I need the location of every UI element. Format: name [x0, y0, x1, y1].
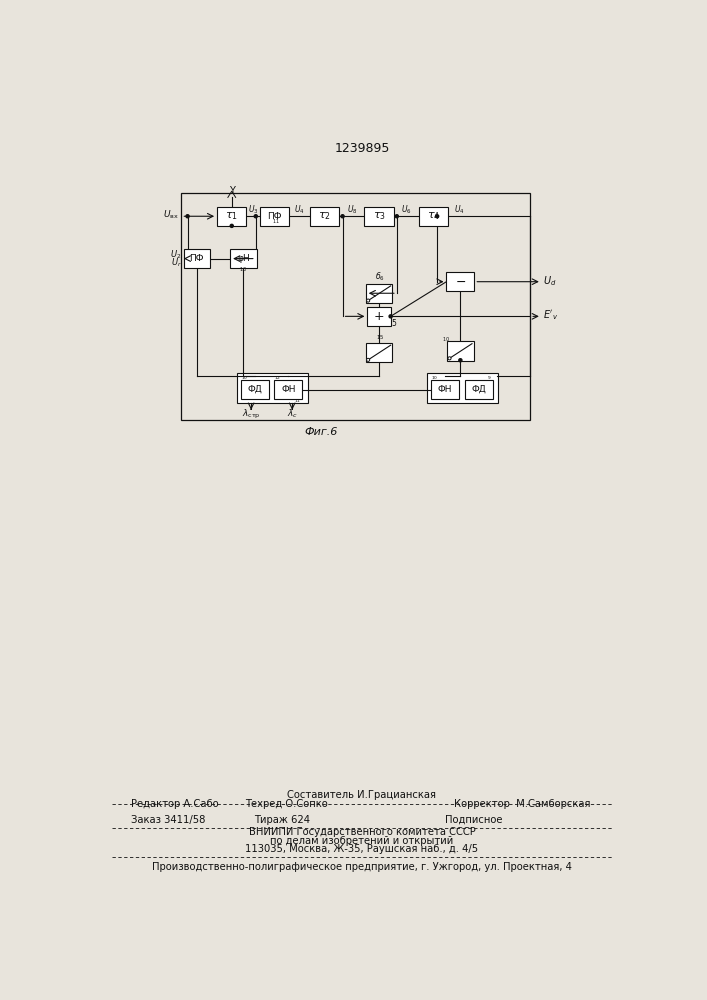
Circle shape: [367, 358, 370, 361]
Text: $_{11}$: $_{11}$: [293, 398, 300, 405]
Text: $_{15}$: $_{15}$: [376, 333, 385, 342]
Text: $\tau_4$: $\tau_4$: [426, 210, 440, 222]
Text: $_{9}$: $_{9}$: [487, 375, 491, 382]
Bar: [364, 207, 394, 226]
Text: $_{11}$: $_{11}$: [272, 218, 280, 226]
Circle shape: [459, 359, 462, 362]
Bar: [241, 380, 269, 399]
Text: $\lambda_{\rm стр}$: $\lambda_{\rm стр}$: [242, 408, 260, 421]
Bar: [465, 380, 493, 399]
Text: $б_6$: $б_6$: [375, 270, 385, 283]
Text: $U_4$: $U_4$: [454, 203, 464, 216]
Text: $\tau_1$: $\tau_1$: [226, 210, 238, 222]
Circle shape: [436, 215, 438, 218]
Text: Y: Y: [229, 186, 235, 196]
Text: Подписное: Подписное: [445, 815, 503, 825]
Bar: [182, 193, 530, 420]
Text: $_{10}$: $_{10}$: [431, 375, 438, 382]
Text: $_{10}$: $_{10}$: [442, 335, 450, 344]
Bar: [274, 380, 303, 399]
Text: Корректор  М.Самборская: Корректор М.Самборская: [454, 799, 590, 809]
Text: Тираж 624: Тираж 624: [254, 815, 310, 825]
Text: Составитель И.Грацианская: Составитель И.Грацианская: [288, 790, 436, 800]
Text: $U_{\rm вх}$: $U_{\rm вх}$: [163, 208, 179, 221]
Text: $-$: $-$: [455, 275, 466, 288]
Circle shape: [448, 357, 451, 360]
Text: $U_4$: $U_4$: [294, 203, 305, 216]
Bar: [184, 249, 210, 268]
Circle shape: [230, 224, 233, 227]
Circle shape: [341, 215, 344, 218]
Text: Заказ 3411/58: Заказ 3411/58: [131, 815, 205, 825]
Circle shape: [186, 215, 189, 218]
Text: ФН: ФН: [438, 385, 452, 394]
Bar: [366, 284, 392, 303]
Circle shape: [367, 299, 370, 302]
Text: $_{13}$: $_{13}$: [240, 266, 247, 274]
Bar: [259, 207, 289, 226]
Text: +: +: [374, 310, 385, 323]
Text: $_{12}$: $_{12}$: [274, 375, 281, 382]
Text: $5$: $5$: [392, 317, 397, 328]
Text: ПФ: ПФ: [189, 254, 204, 263]
Text: $\lambda_c$: $\lambda_c$: [286, 407, 298, 420]
Text: φН: φН: [237, 254, 250, 263]
Text: $U_2$: $U_2$: [170, 248, 182, 261]
Text: $U_8$: $U_8$: [346, 203, 357, 216]
Text: Техред О.Сопко: Техред О.Сопко: [245, 799, 327, 809]
Bar: [310, 207, 339, 226]
Text: 113035, Москва, Ж-35, Раушская наб., д. 4/5: 113035, Москва, Ж-35, Раушская наб., д. …: [245, 844, 479, 854]
Circle shape: [395, 215, 398, 218]
Bar: [217, 207, 247, 226]
Text: $\tau_3$: $\tau_3$: [373, 210, 385, 222]
Text: Производственно-полиграфическое предприятие, г. Ужгород, ул. Проектная, 4: Производственно-полиграфическое предприя…: [152, 862, 572, 872]
Text: Фиг.6: Фиг.6: [304, 427, 337, 437]
Bar: [448, 341, 474, 361]
Text: $_{10}$: $_{10}$: [241, 375, 248, 382]
Text: ВНИИПИ Государственного комитета СССР: ВНИИПИ Государственного комитета СССР: [249, 827, 475, 837]
Bar: [366, 343, 392, 362]
Text: ФД: ФД: [472, 385, 486, 394]
Text: по делам изобретений и открытий: по делам изобретений и открытий: [270, 836, 454, 846]
Text: $U_3$: $U_3$: [247, 203, 258, 216]
Bar: [431, 380, 459, 399]
Text: ПФ: ПФ: [267, 212, 281, 221]
Circle shape: [255, 215, 257, 218]
Text: ФН: ФН: [281, 385, 296, 394]
Text: Редактор А.Сабо: Редактор А.Сабо: [131, 799, 218, 809]
Bar: [237, 373, 308, 403]
Text: $U_r$: $U_r$: [170, 257, 182, 269]
Bar: [446, 272, 474, 291]
Bar: [427, 373, 498, 403]
Bar: [230, 249, 257, 268]
Bar: [368, 307, 391, 326]
Text: $U_6$: $U_6$: [401, 203, 411, 216]
Bar: [419, 207, 448, 226]
Text: ФД: ФД: [247, 385, 262, 394]
Text: 1239895: 1239895: [334, 142, 390, 155]
Text: $U_d$: $U_d$: [543, 274, 556, 288]
Text: $\tau_2$: $\tau_2$: [318, 210, 331, 222]
Circle shape: [389, 315, 392, 318]
Text: $E'_v$: $E'_v$: [543, 309, 559, 322]
